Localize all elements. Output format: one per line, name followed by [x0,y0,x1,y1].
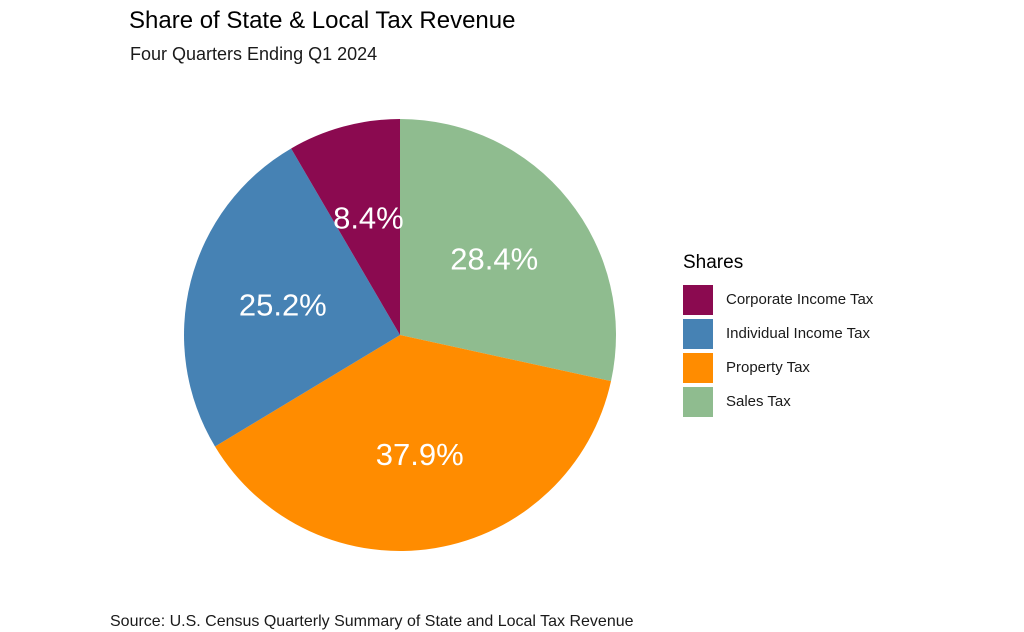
slice-label-property-tax: 37.9% [376,437,464,472]
slice-label-individual-income-tax: 25.2% [239,288,327,323]
pie-slice-labels: 28.4% 37.9% 25.2% 8.4% [239,201,538,472]
chart-title: Share of State & Local Tax Revenue [129,7,516,34]
legend-title: Shares [683,252,744,273]
legend-swatch-corporate-income-tax [683,285,713,315]
pie-slice-corporate-income-tax [291,119,400,335]
legend-swatch-individual-income-tax [683,319,713,349]
source-caption: Source: U.S. Census Quarterly Summary of… [110,613,634,630]
legend: Corporate Income Tax Individual Income Ta… [683,283,873,419]
slice-label-sales-tax: 28.4% [450,242,538,277]
slice-label-corporate-income-tax: 8.4% [333,201,404,236]
legend-item-sales-tax: Sales Tax [683,385,873,419]
legend-label-property-tax: Property Tax [726,359,810,376]
legend-item-corporate-income-tax: Corporate Income Tax [683,283,873,317]
legend-swatch-property-tax [683,353,713,383]
legend-item-property-tax: Property Tax [683,351,873,385]
legend-item-individual-income-tax: Individual Income Tax [683,317,873,351]
legend-label-sales-tax: Sales Tax [726,393,791,410]
pie-slice-sales-tax [400,119,617,382]
pie-slices [184,119,617,552]
legend-swatch-sales-tax [683,387,713,417]
legend-label-individual-income-tax: Individual Income Tax [726,325,870,342]
pie-slice-individual-income-tax [184,148,400,447]
chart-subtitle: Four Quarters Ending Q1 2024 [130,44,378,64]
legend-label-corporate-income-tax: Corporate Income Tax [726,291,874,308]
pie-slice-property-tax [215,335,612,552]
